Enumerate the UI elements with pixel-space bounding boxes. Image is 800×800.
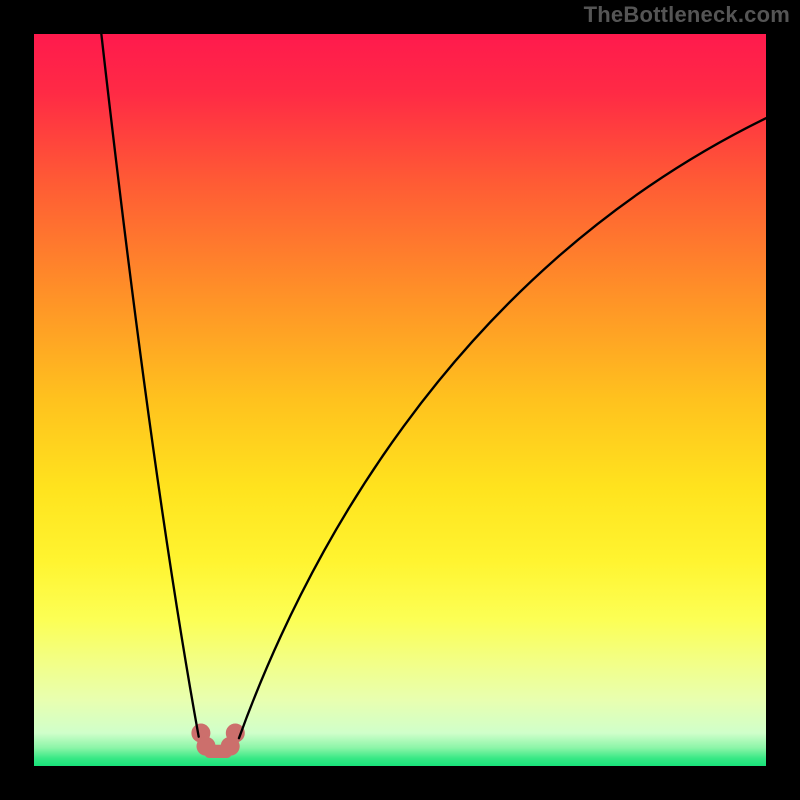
plateau-blob bbox=[221, 737, 240, 756]
plot-svg bbox=[34, 34, 766, 766]
gradient-background bbox=[34, 34, 766, 766]
plateau-blob bbox=[197, 737, 216, 756]
bottleneck-curve-plot bbox=[34, 34, 766, 766]
chart-frame: TheBottleneck.com bbox=[0, 0, 800, 800]
watermark-text: TheBottleneck.com bbox=[584, 2, 790, 28]
